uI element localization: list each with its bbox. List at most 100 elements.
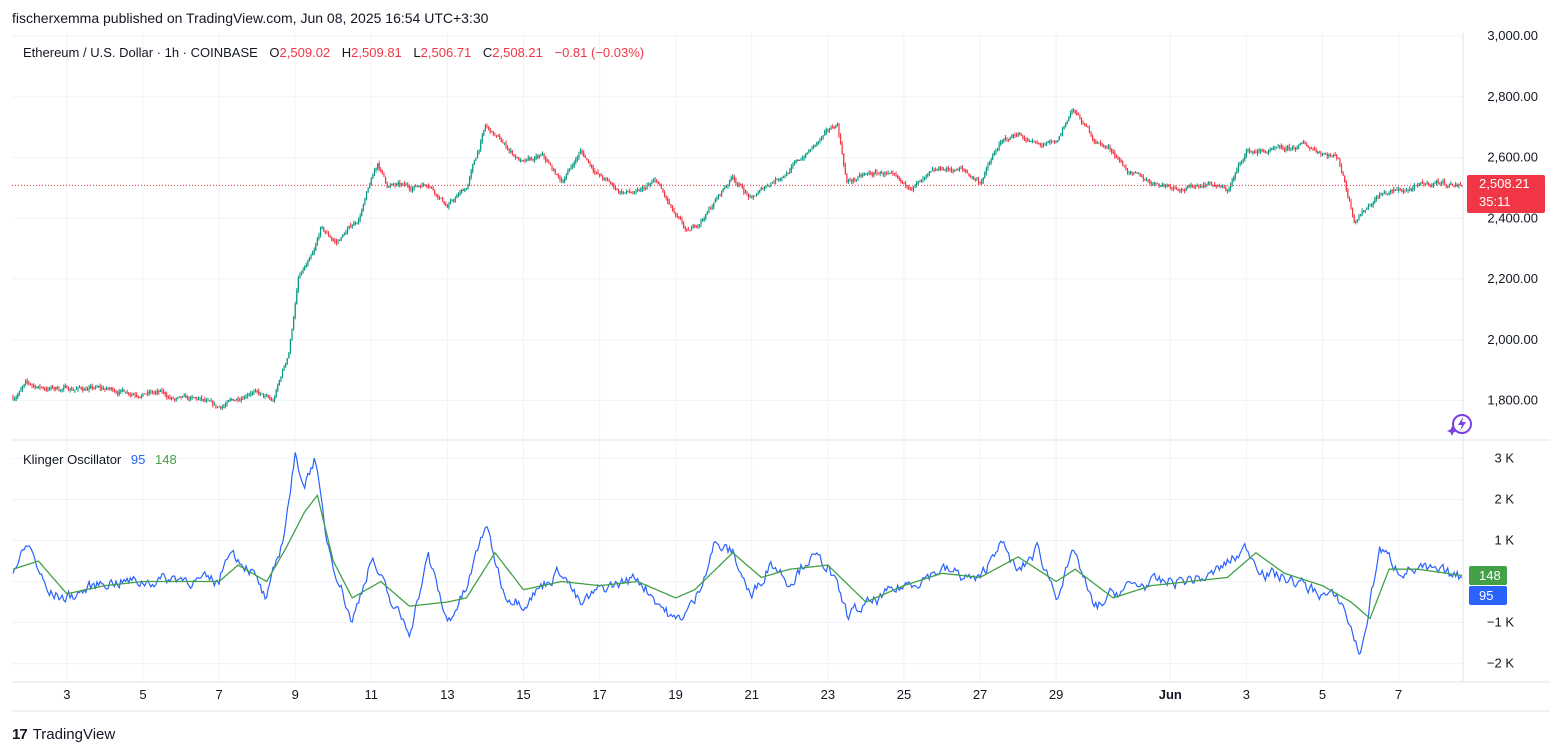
candle-body: [1164, 184, 1167, 186]
candle-body: [681, 219, 683, 224]
candle-body: [1275, 147, 1278, 149]
candle-body: [245, 396, 247, 398]
candle-body: [234, 400, 236, 402]
candle-body: [709, 208, 712, 210]
candle-body: [318, 235, 320, 239]
candle-body: [1152, 183, 1154, 185]
candle-body: [1092, 136, 1094, 139]
candle-body: [1445, 183, 1447, 186]
candle-body: [874, 171, 877, 174]
candle-body: [1339, 158, 1341, 166]
price-tick-label: 3,000.00: [1487, 28, 1538, 43]
candle-body: [302, 269, 304, 271]
candle-body: [348, 225, 350, 230]
klinger-axis[interactable]: 3 K 2 K 1 K −1 K −2 K: [1487, 450, 1514, 670]
candle-body: [291, 328, 293, 340]
candle-body: [101, 387, 103, 389]
candle-body: [1417, 185, 1419, 187]
candle-body: [651, 182, 653, 184]
candle-body: [443, 201, 445, 205]
candle-body: [383, 172, 385, 177]
candle-body: [963, 168, 965, 171]
candle-body: [946, 168, 948, 171]
candle-body: [678, 216, 680, 218]
candle-body: [394, 184, 396, 186]
candle-body: [131, 394, 133, 396]
candle-body: [1447, 185, 1449, 187]
candle-body: [1168, 185, 1170, 187]
candle-body: [326, 232, 328, 234]
candle-body: [1003, 139, 1005, 141]
candle-body: [132, 394, 135, 396]
candle-body: [278, 380, 280, 386]
candle-body: [931, 169, 934, 172]
candle-body: [120, 389, 122, 392]
candle-body: [362, 204, 364, 211]
candle-body: [527, 157, 529, 160]
candle-body: [625, 190, 628, 193]
candle-body: [129, 393, 131, 395]
candle-body: [251, 392, 253, 394]
candle-body: [293, 317, 295, 329]
candle-body: [216, 406, 219, 408]
candle-body: [1139, 173, 1141, 177]
candle-body: [730, 177, 732, 180]
candle-body: [1405, 190, 1408, 192]
candle-body: [1288, 146, 1290, 149]
candle-body: [1369, 205, 1371, 207]
candle-body: [1239, 161, 1241, 166]
candle-body: [191, 397, 193, 399]
candle-body: [838, 124, 840, 136]
candle-body: [567, 170, 569, 176]
candle-body: [792, 164, 794, 167]
candle-body: [1428, 182, 1430, 185]
candle-body: [342, 234, 344, 238]
spark-icon[interactable]: [1446, 410, 1474, 438]
brand-footer[interactable]: 17 TradingView: [12, 726, 115, 743]
candle-body: [518, 157, 520, 161]
time-tick-label: 7: [1395, 687, 1402, 702]
candle-body: [457, 194, 460, 196]
candle-body: [262, 393, 265, 397]
candle-body: [649, 183, 651, 185]
candle-body: [635, 190, 637, 192]
candle-body: [86, 389, 89, 391]
candle-body: [1271, 148, 1273, 150]
candle-body: [771, 182, 773, 184]
candle-body: [1223, 186, 1225, 188]
candle-body: [53, 388, 55, 390]
candle-body: [112, 387, 114, 391]
candle-body: [239, 399, 241, 401]
candle-body: [1399, 188, 1401, 191]
candle-body: [226, 402, 228, 405]
candle-body: [795, 160, 797, 163]
candle-body: [1120, 159, 1122, 163]
candle-body: [920, 179, 922, 182]
candle-body: [1420, 182, 1422, 184]
candle-body: [1285, 148, 1287, 151]
candle-body: [415, 186, 417, 188]
candle-body: [1017, 133, 1019, 137]
candle-body: [884, 172, 886, 175]
candle-body: [1176, 187, 1178, 189]
candle-body: [56, 387, 58, 390]
candle-body: [1095, 141, 1097, 144]
candle-body: [180, 396, 182, 398]
candle-body: [820, 137, 823, 139]
candle-body: [643, 187, 645, 190]
candle-body: [725, 185, 728, 188]
price-axis[interactable]: 3,000.00 2,800.00 2,600.00 2,400.00 2,200.00…: [1487, 28, 1538, 408]
candle-body: [1334, 154, 1336, 156]
candle-body: [1019, 133, 1021, 135]
candle-body: [1372, 202, 1374, 206]
time-axis[interactable]: 3 5 7 9 11 13 15 17 19 21 23 25 27 29 Jun 3 5 7: [63, 687, 1402, 702]
candle-body: [25, 381, 27, 385]
candle-body: [164, 392, 166, 395]
candle-body: [128, 392, 130, 394]
candle-body: [597, 172, 599, 175]
last-price-tag: 2,508.21 35:11: [1467, 175, 1545, 213]
candle-body: [78, 387, 81, 389]
candle-body: [102, 387, 104, 390]
candle-body: [770, 183, 772, 186]
